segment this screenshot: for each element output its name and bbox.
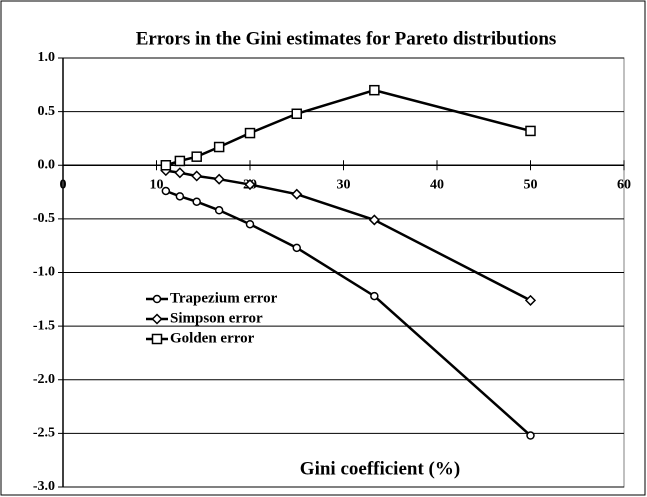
x-tick-label: 0 [60,177,67,192]
legend-label: Trapezium error [170,290,278,306]
marker [213,173,225,185]
marker [175,192,185,201]
x-tick-label: 30 [337,177,351,192]
x-axis-label: Gini coefficient (%) [300,458,460,479]
marker [368,214,380,226]
y-tick-label: 0.5 [38,104,56,119]
y-tick-label: -2.0 [33,372,55,387]
legend-marker [152,294,162,304]
x-tick-label: 50 [524,177,538,192]
marker [174,155,186,167]
y-tick-label: -1.5 [33,318,55,333]
marker [161,186,171,196]
y-tick-label: -0.5 [33,211,55,226]
chart-title: Errors in the Gini estimates for Pareto … [136,28,557,49]
marker [525,125,536,137]
y-tick-label: 0.0 [38,157,56,172]
x-tick-label: 40 [430,177,444,192]
marker [213,141,225,153]
marker [244,178,256,191]
marker [214,206,224,215]
marker [191,170,203,182]
marker [370,291,379,301]
marker [244,127,256,139]
legend-label: Simpson error [170,310,263,326]
marker [174,167,186,179]
legend-marker [151,333,163,345]
x-tick-label: 10 [150,177,164,192]
marker [524,294,537,306]
y-tick-label: 1.0 [38,50,56,65]
marker [192,197,201,206]
marker [292,243,301,253]
legend-marker [151,313,163,325]
legend-label: Golden error [170,330,255,346]
y-tick-label: -3.0 [33,479,55,494]
marker [526,431,535,440]
marker [291,188,303,200]
x-tick-label: 60 [617,177,631,192]
marker [291,108,302,120]
y-tick-label: -2.5 [33,426,55,441]
marker [245,219,255,229]
marker [160,160,172,171]
y-tick-label: -1.0 [33,265,55,280]
marker [191,151,202,162]
marker [369,84,380,96]
